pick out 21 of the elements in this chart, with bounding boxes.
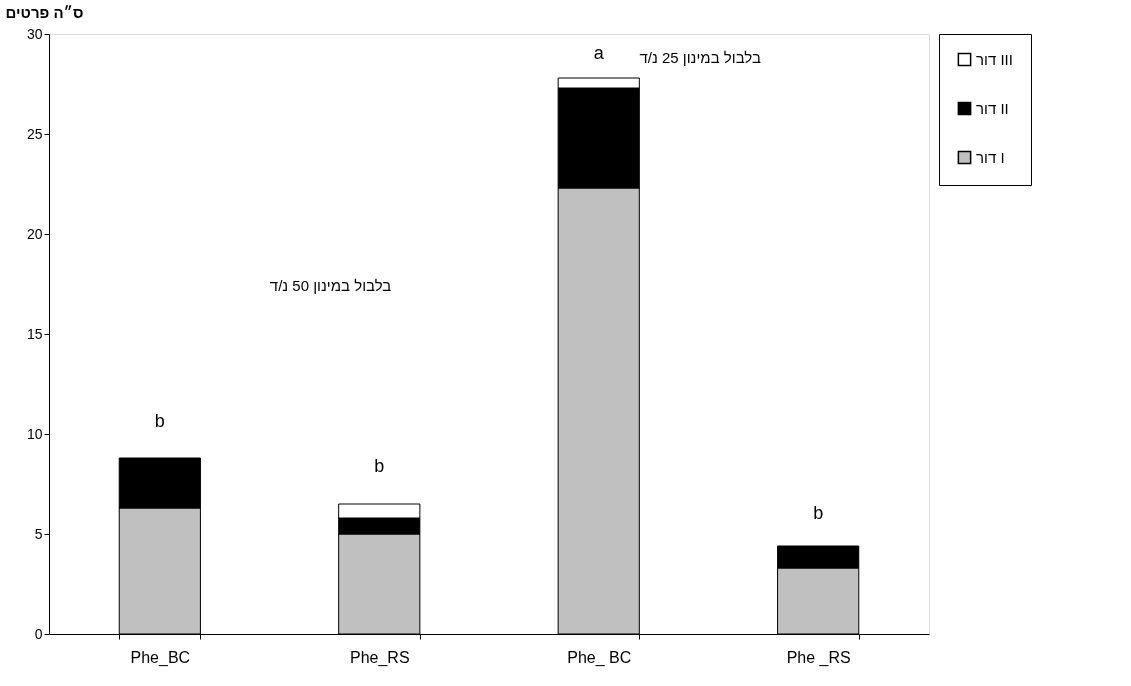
y-tick-label: 25 [26, 125, 43, 142]
legend-label: דור III [976, 50, 1013, 68]
x-tick-label: Phe_ BC [567, 648, 632, 667]
y-tick-label: 30 [26, 25, 43, 42]
annotation: a [593, 42, 605, 63]
y-tick-label: 0 [34, 625, 43, 642]
y-tick-label: 5 [34, 525, 43, 542]
legend-label: דור II [976, 99, 1009, 117]
y-tick-label: 20 [26, 225, 43, 242]
x-tick-label: Phe_RS [349, 648, 410, 667]
annotation: b [374, 455, 385, 476]
y-axis-title: ס״ה פרטים [5, 3, 84, 21]
annotation: בלבול במינון 25 נ/ד [639, 49, 761, 66]
x-tick-label: Phe_BC [130, 648, 191, 667]
y-tick-label: 10 [26, 425, 43, 442]
y-tick-label: 15 [26, 325, 43, 342]
annotation: בלבול במינון 50 נ/ד [269, 277, 392, 294]
annotation: b [154, 410, 165, 431]
legend-label: דור I [976, 148, 1005, 166]
x-tick-label: Phe _RS [786, 648, 851, 667]
annotation: b [813, 503, 824, 523]
